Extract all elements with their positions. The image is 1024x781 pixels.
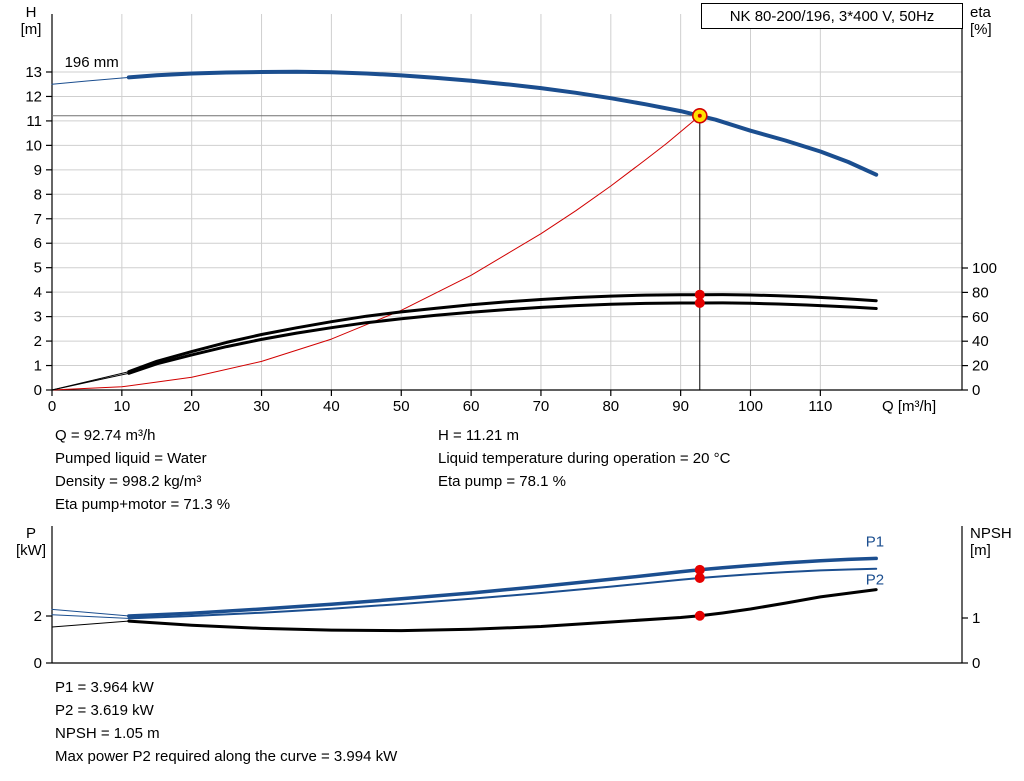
p1-duty-dot	[694, 564, 705, 575]
tick-label: 100	[738, 398, 763, 415]
eta-pump-motor-curve	[127, 301, 878, 375]
info-liquid-temperature: Liquid temperature during operation = 20…	[438, 450, 731, 467]
duty-parabola	[51, 115, 701, 391]
power-info-block: P1 = 3.964 kW P2 = 3.619 kW NPSH = 1.05 …	[55, 676, 397, 768]
eta-pump-curve	[127, 293, 878, 374]
p2-curve-label: P2	[866, 571, 884, 588]
info-npsh: NPSH = 1.05 m	[55, 725, 160, 742]
p1-lead	[51, 608, 130, 617]
tick-label: 4	[34, 284, 42, 301]
npsh-curve	[127, 588, 878, 633]
tick-label: 2	[34, 608, 42, 625]
tick-label: 100	[972, 260, 997, 277]
y-left-axis-label: [m]	[21, 21, 42, 38]
tick-label: 3	[34, 309, 42, 326]
npsh-lead	[51, 620, 130, 628]
tick-label: 12	[25, 88, 42, 105]
tick-label: 70	[533, 398, 550, 415]
y-left-axis-label: H	[26, 4, 37, 21]
head-curve-lead	[51, 76, 130, 85]
tick-label: 30	[253, 398, 270, 415]
eta-pump-duty-dot	[694, 289, 705, 300]
head-curve-196mm	[126, 69, 879, 177]
eta-pump-motor-lead	[51, 372, 130, 391]
tick-label: 2	[34, 333, 42, 350]
info-eta-pump: Eta pump = 78.1 %	[438, 473, 566, 490]
tick-label: 8	[34, 186, 42, 203]
tick-label: 80	[972, 284, 989, 301]
p1-curve-label: P1	[866, 534, 884, 551]
tick-label: 1	[34, 358, 42, 375]
p2-lead	[51, 614, 130, 619]
tick-label: 60	[972, 309, 989, 326]
tick-label: 11	[26, 113, 42, 130]
tick-label: 5	[34, 260, 42, 277]
eta-pump-motor-duty-dot	[694, 298, 705, 309]
impeller-diameter-label: 196 mm	[65, 54, 119, 71]
p1-curve	[127, 556, 878, 618]
tick-label: 10	[114, 398, 131, 415]
p2-curve	[127, 567, 878, 620]
info-eta-pump-motor: Eta pump+motor = 71.3 %	[55, 496, 231, 513]
y-right-axis-label: [%]	[970, 21, 992, 38]
duty-info-right-column: H = 11.21 m Liquid temperature during op…	[438, 424, 730, 493]
y-right-axis-label: eta	[970, 4, 992, 21]
info-q-value: Q = 92.74 m³/h	[55, 427, 156, 444]
tick-label: 110	[808, 398, 832, 415]
tick-label: 0	[972, 382, 980, 399]
tick-label: 0	[34, 655, 42, 672]
x-axis-unit-label: Q [m³/h]	[882, 398, 936, 415]
tick-label: 1	[972, 610, 980, 627]
tick-label: 40	[323, 398, 340, 415]
tick-label: 0	[972, 655, 980, 672]
info-density: Density = 998.2 kg/m³	[55, 473, 202, 490]
tick-label: 9	[34, 162, 42, 179]
tick-label: 10	[25, 137, 42, 154]
tick-label: 6	[34, 235, 42, 252]
tick-label: 20	[972, 358, 989, 375]
info-p1: P1 = 3.964 kW	[55, 679, 154, 696]
y-left-axis-label: [kW]	[16, 542, 46, 559]
info-p2: P2 = 3.619 kW	[55, 702, 154, 719]
duty-info-left-column: Q = 92.74 m³/h Pumped liquid = Water Den…	[55, 424, 230, 516]
tick-label: 0	[34, 382, 42, 399]
duty-point-center	[697, 113, 702, 118]
tick-label: 50	[393, 398, 410, 415]
tick-label: 40	[972, 333, 989, 350]
p2-duty-dot	[694, 572, 705, 583]
tick-label: 0	[48, 398, 56, 415]
tick-label: 13	[25, 64, 42, 81]
tick-label: 80	[602, 398, 619, 415]
npsh-duty-dot	[694, 610, 705, 621]
info-max-p2: Max power P2 required along the curve = …	[55, 748, 398, 765]
info-h-value: H = 11.21 m	[438, 427, 520, 444]
power-npsh-chart: 0 2 0 1 P[kW] NPSH[m] P1 P2	[16, 525, 1012, 672]
tick-label: 7	[34, 211, 42, 228]
info-pumped-liquid: Pumped liquid = Water	[55, 450, 207, 467]
y-right-axis-label: NPSH	[970, 525, 1012, 542]
y-right-axis-label: [m]	[970, 542, 991, 559]
pump-model-title: NK 80-200/196, 3*400 V, 50Hz	[701, 3, 963, 29]
y-left-axis-label: P	[26, 525, 36, 542]
tick-label: 60	[463, 398, 480, 415]
tick-label: 20	[183, 398, 200, 415]
tick-label: 90	[672, 398, 689, 415]
